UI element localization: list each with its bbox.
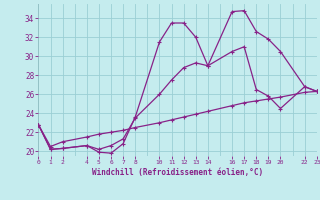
X-axis label: Windchill (Refroidissement éolien,°C): Windchill (Refroidissement éolien,°C) bbox=[92, 168, 263, 177]
